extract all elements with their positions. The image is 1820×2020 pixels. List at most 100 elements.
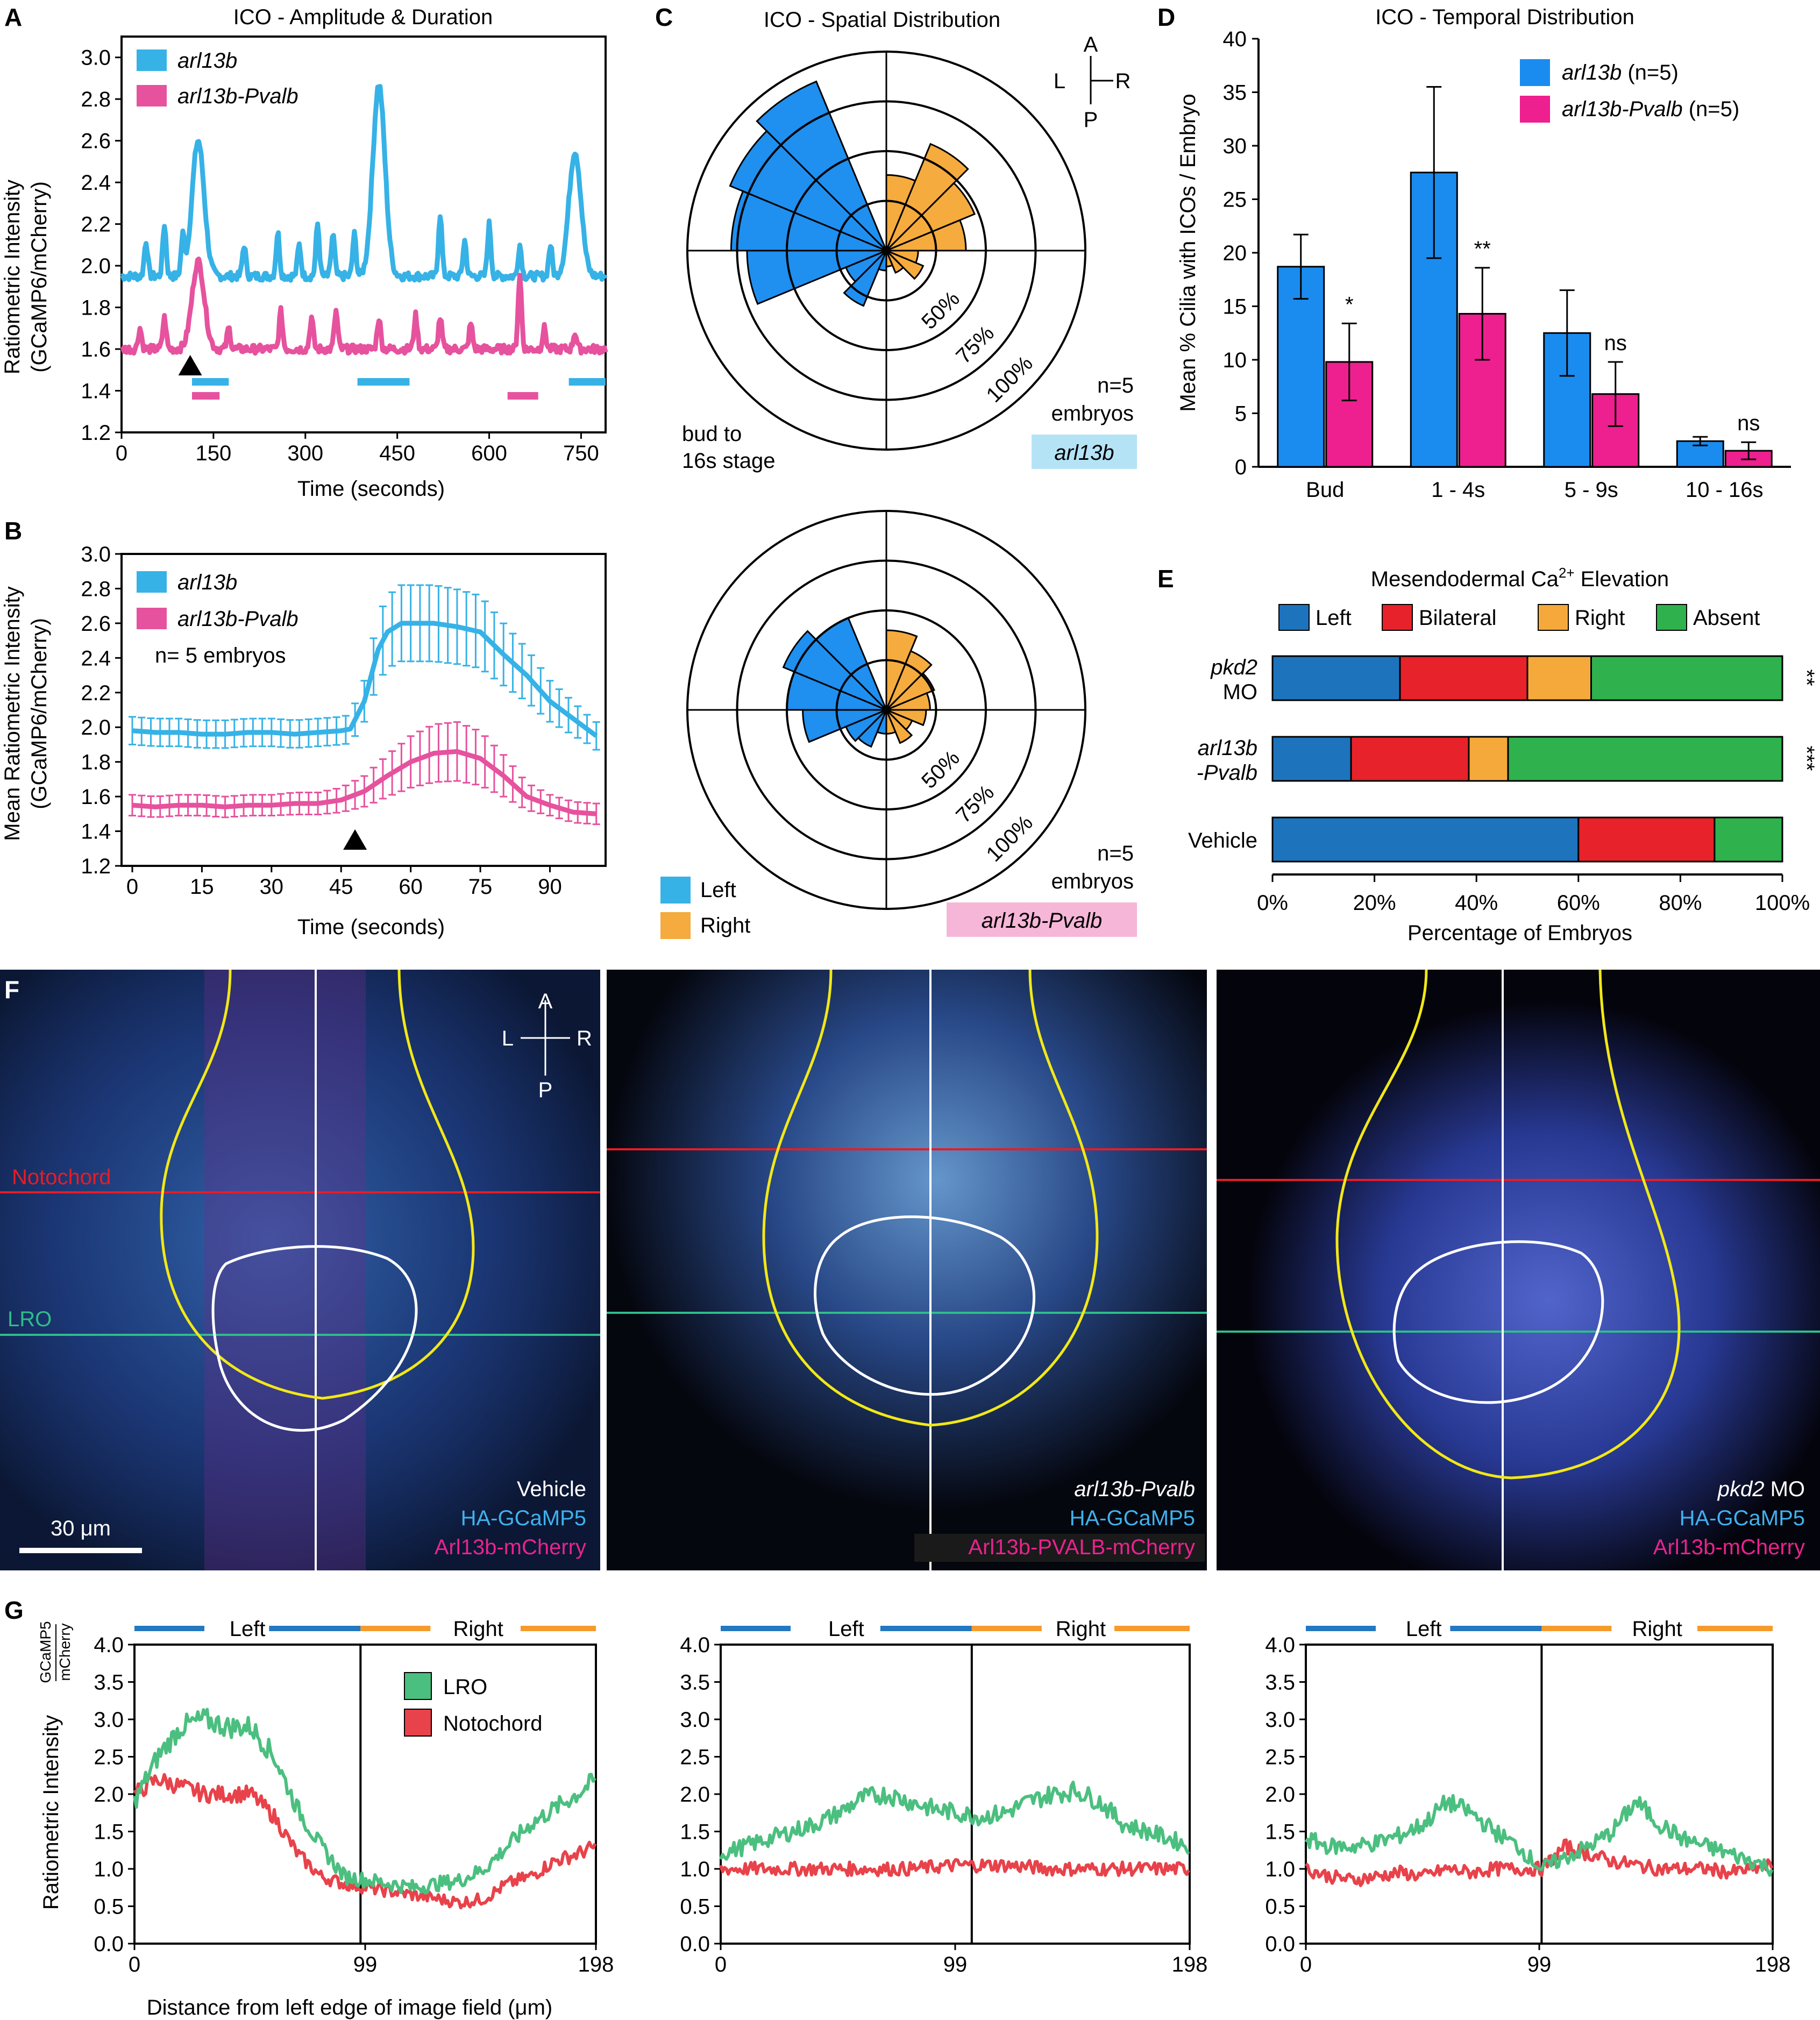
d-category-label: 10 - 16s [1686, 478, 1764, 502]
d-bar [1277, 266, 1325, 468]
legend-label-a-pvalb: arl13b-Pvalb [177, 84, 298, 108]
g-trace-notochord [719, 1858, 1190, 1877]
panel-label-f: F [4, 976, 19, 1004]
c1-label: arl13b [1054, 441, 1114, 465]
legend-label-d-pvalb: arl13b-Pvalb (n=5) [1562, 97, 1739, 121]
d-ytick-label: 40 [1223, 27, 1247, 51]
series-line-b-0 [132, 621, 598, 738]
e-bar-segment [1590, 655, 1783, 701]
rose-wedge-right [885, 709, 913, 744]
e-bar-segment [1526, 655, 1592, 701]
g-ytick-label: 0.0 [1265, 1932, 1295, 1956]
d-significance: ** [1474, 237, 1491, 261]
compass-f: A P L R [502, 990, 592, 1102]
chart-title-e: Mesendodermal Ca2+ Elevation [1371, 565, 1669, 591]
y-axis-label-a-line2: (GCaMP6/mCherry) [27, 181, 51, 373]
g-ytick-label: 2.0 [1265, 1783, 1295, 1806]
compass-c-p: P [1084, 108, 1098, 132]
plot-area-g: 0.0 0.5 1.0 1.5 2.0 2.5 3.0 3.5 4.0 0 99 198 Left Rig… [94, 1617, 1790, 1976]
b-xtick-label: 0 [126, 875, 138, 899]
g-ytick-label: 1.5 [94, 1820, 124, 1844]
a-xtick-label: 0 [116, 442, 127, 465]
panel-label-g: G [4, 1596, 24, 1624]
g-ytick-label: 0.5 [680, 1895, 710, 1919]
legend-label-g-notochord: Notochord [443, 1712, 543, 1736]
e-significance: *** [1795, 746, 1818, 771]
d-significance: ns [1737, 411, 1760, 435]
legend-swatch-e-absent [1656, 604, 1687, 631]
a-ytick-label: 2.4 [81, 171, 111, 195]
d-ytick-label: 5 [1235, 402, 1247, 426]
e-xtick-label: 40% [1455, 891, 1498, 915]
f2-reporter: HA-GCaMP5 [1070, 1506, 1195, 1530]
panel-d: D ICO - Temporal Distribution 0 5 10 15 20 25… [1157, 3, 1791, 502]
legend-label-g-lro: LRO [443, 1675, 487, 1699]
rose-wedge-right [885, 250, 905, 274]
rose-ring-label: 100% [982, 351, 1037, 407]
a-ytick-label: 1.2 [81, 421, 111, 445]
c2-embryos: embryos [1051, 870, 1134, 893]
c1-n: n=5 [1097, 374, 1134, 397]
legend-label-b-arl13b: arl13b [177, 571, 237, 594]
b-ytick-label: 2.4 [81, 646, 111, 670]
b-ytick-label: 1.2 [81, 855, 111, 878]
g-ytick-label: 2.0 [94, 1783, 124, 1806]
g-xtick-label: 0 [129, 1953, 140, 1976]
plot-area-d: Bud * 1 - 4s ** 5 - 9s ns 10 - 16s ns [1277, 86, 1773, 502]
g-frame [133, 1644, 597, 1945]
rose-wedge-left [756, 80, 887, 252]
legend-label-d-arl13b: arl13b (n=5) [1562, 61, 1679, 84]
micrograph-pvalb: arl13b-Pvalb HA-GCaMP5 Arl13b-PVALB-mChe… [607, 969, 1207, 1570]
chart-title-a: ICO - Amplitude & Duration [233, 5, 493, 29]
b-ytick-label: 3.0 [81, 543, 111, 566]
stage-note-line1: bud to [682, 422, 742, 446]
g-ytick-label: 0.0 [94, 1932, 124, 1956]
g-ytick-label: 3.5 [1265, 1671, 1295, 1695]
e-xtick-label: 20% [1353, 891, 1396, 915]
legend-label-e-left: Left [1316, 606, 1352, 630]
f3-cilia: Arl13b-mCherry [1653, 1535, 1805, 1559]
rose-wedge-left [843, 250, 887, 307]
rose-wedge-right [885, 182, 976, 252]
g-ytick-label: 4.0 [680, 1633, 710, 1657]
plot-area-b [129, 584, 600, 850]
panel-label-e: E [1157, 565, 1174, 593]
y-axis-label-b-line2: (GCaMP6/mCherry) [27, 618, 51, 809]
g-trace-lro [1304, 1794, 1774, 1877]
rose-wedge-right [885, 650, 933, 711]
g-xtick-label: 198 [1755, 1953, 1791, 1976]
g-ytick-label: 2.5 [1265, 1746, 1295, 1769]
a-xtick-label: 150 [196, 442, 232, 465]
onset-arrow-a [178, 355, 202, 375]
e-row-label: MO [1223, 680, 1257, 704]
legend-label-c-right: Right [700, 914, 750, 937]
e-bar-segment [1577, 816, 1716, 863]
a-ytick-label: 2.8 [81, 88, 111, 111]
d-category-label: 1 - 4s [1431, 478, 1485, 502]
f1-condition: Vehicle [517, 1477, 586, 1501]
b-xtick-label: 75 [468, 875, 493, 899]
g-ytick-label: 3.5 [94, 1671, 124, 1695]
b-ytick-label: 1.4 [81, 820, 111, 844]
rose-wedge-right [885, 143, 969, 252]
x-axis-label-e: Percentage of Embryos [1407, 921, 1632, 945]
legend-swatch-e-bilateral [1382, 604, 1413, 631]
panel-label-a: A [4, 3, 22, 31]
d-category-label: Bud [1306, 478, 1344, 502]
b-ytick-label: 2.6 [81, 612, 111, 636]
g-frame [720, 1644, 1191, 1945]
plot-area-a [120, 84, 608, 400]
a-ytick-label: 1.8 [81, 296, 111, 320]
panel-b: B 1.2 1.4 1.6 1.8 2.0 2.2 2.4 2.6 2.8 3.0 0 15 30 45 6… [1, 517, 607, 939]
legend-label-e-right: Right [1575, 606, 1625, 630]
rose-ring-label: 75% [951, 780, 999, 828]
panel-label-c: C [655, 3, 673, 31]
panel-c: C ICO - Spatial Distribution 50%75%100% … [655, 3, 1137, 939]
legend-swatch-g-lro [404, 1672, 432, 1700]
onset-arrow-b [343, 829, 367, 850]
legend-swatch-d-arl13b [1520, 59, 1550, 86]
g-xtick-label: 0 [1300, 1953, 1312, 1976]
g-ytick-label: 3.0 [680, 1708, 710, 1732]
